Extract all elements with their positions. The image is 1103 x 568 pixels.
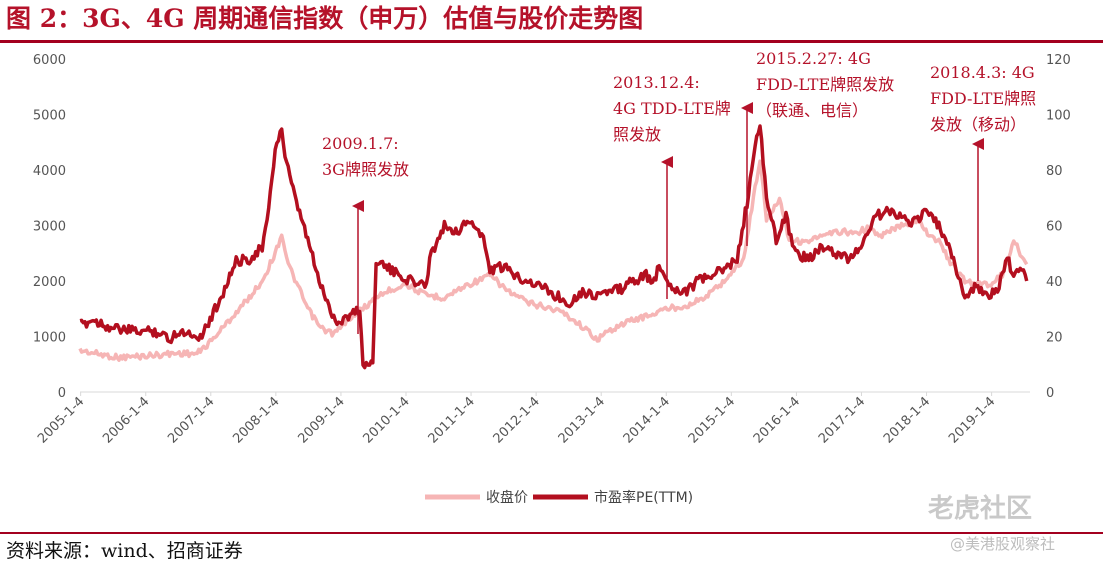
right-tick-label: 80	[1046, 164, 1063, 179]
x-tick-label: 2005-1-4	[35, 394, 87, 446]
annotations-layer: 2009.1.7: 3G牌照发放 2013.12.4: 4G TDD-LTE牌照发放 2…	[322, 49, 1036, 334]
right-axis-ticks: 0 20 40 60 80 100 120	[1046, 53, 1071, 401]
annotation-text: 发放（移动）	[930, 115, 1026, 134]
series-line-price	[78, 159, 1029, 362]
annotation-text: 2009.1.7:	[322, 134, 399, 153]
annotation-text: 4G TDD-LTE牌	[613, 99, 731, 118]
x-tick-label: 2019-1-4	[946, 394, 998, 446]
annotation-text: 2015.2.27: 4G	[756, 49, 871, 68]
left-axis-ticks: 0 1000 2000 3000 4000 5000 6000	[33, 53, 66, 401]
x-tick-label: 2012-1-4	[491, 394, 543, 446]
right-tick-label: 60	[1046, 220, 1063, 235]
left-tick-label: 3000	[33, 220, 66, 235]
right-tick-label: 120	[1046, 53, 1071, 68]
legend-label-pe: 市盈率PE(TTM)	[594, 489, 693, 506]
series-layer	[78, 124, 1029, 370]
x-tick-label: 2018-1-4	[881, 394, 933, 446]
annotation-text: 2018.4.3: 4G	[930, 63, 1035, 82]
x-tick-label: 2013-1-4	[556, 394, 608, 446]
x-tick-label: 2014-1-4	[621, 394, 673, 446]
watermark-logo: 老虎社区	[928, 494, 1033, 524]
watermark-handle: @美港股观察社	[950, 535, 1056, 553]
x-axis: 2005-1-4 2006-1-4 2007-1-4 2008-1-4 2009-1-4…	[35, 391, 1030, 447]
right-tick-label: 0	[1046, 386, 1054, 401]
x-tick-label: 2008-1-4	[230, 394, 282, 446]
left-tick-label: 4000	[33, 164, 66, 179]
right-tick-label: 100	[1046, 109, 1071, 124]
x-tick-label: 2006-1-4	[100, 394, 152, 446]
x-tick-label: 2016-1-4	[751, 394, 803, 446]
x-tick-label: 2011-1-4	[426, 394, 478, 446]
annotation-text: （联通、电信）	[756, 101, 868, 120]
chart-svg: 0 1000 2000 3000 4000 5000 6000 0 20 40 60 80 100 12…	[33, 49, 1071, 506]
x-tick-label: 2015-1-4	[686, 394, 738, 446]
left-tick-label: 2000	[33, 275, 66, 290]
annotation-text: FDD-LTE牌照发放	[756, 75, 894, 94]
x-tick-label: 2010-1-4	[360, 394, 412, 446]
annotation-text: 3G牌照发放	[322, 160, 409, 179]
legend: 收盘价 市盈率PE(TTM)	[425, 489, 693, 506]
series-line-pe	[79, 124, 1029, 370]
left-tick-label: 1000	[33, 331, 66, 346]
annotation-text: FDD-LTE牌照	[930, 89, 1036, 108]
left-tick-label: 0	[58, 386, 66, 401]
bottom-rule	[0, 532, 1103, 534]
source-note: 资料来源：wind、招商证券	[6, 540, 243, 562]
left-tick-label: 6000	[33, 53, 66, 68]
left-tick-label: 5000	[33, 109, 66, 124]
right-tick-label: 20	[1046, 331, 1063, 346]
right-tick-label: 40	[1046, 275, 1063, 290]
x-tick-label: 2017-1-4	[816, 394, 868, 446]
x-tick-label: 2007-1-4	[165, 394, 217, 446]
annotation-text: 2013.12.4:	[613, 73, 700, 92]
top-rule	[0, 40, 1103, 43]
annotation-text: 照发放	[613, 125, 661, 144]
figure-title: 图 2：3G、4G 周期通信指数（申万）估值与股价走势图	[6, 4, 644, 33]
legend-label-price: 收盘价	[486, 489, 528, 506]
x-tick-label: 2009-1-4	[295, 394, 347, 446]
